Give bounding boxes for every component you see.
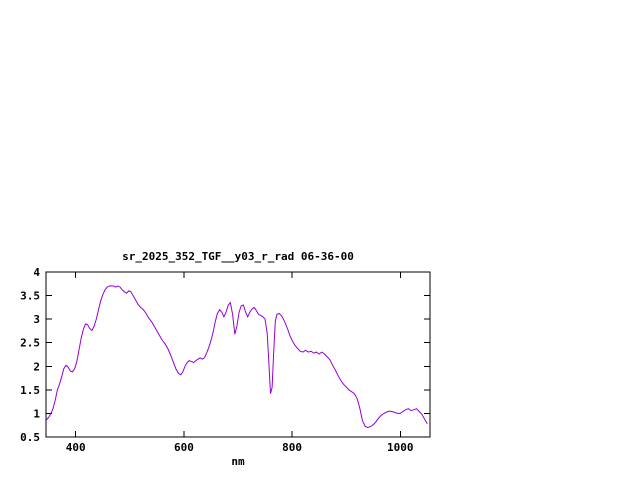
- y-tick-label: 1.5: [20, 384, 40, 397]
- y-tick-label: 0.5: [20, 431, 40, 444]
- x-tick-label: 1000: [387, 441, 414, 454]
- chart-title: sr_2025_352_TGF__y03_r_rad 06-36-00: [122, 250, 354, 263]
- y-tick-label: 3.5: [20, 290, 40, 303]
- y-tick-label: 2: [33, 360, 40, 373]
- y-tick-label: 3: [33, 313, 40, 326]
- y-tick-label: 2.5: [20, 337, 40, 350]
- plot-border: [45, 271, 431, 438]
- x-tick-label: 600: [174, 441, 194, 454]
- spectrum-line: [45, 285, 428, 429]
- x-axis-label: nm: [231, 455, 245, 468]
- x-tick-label: 400: [66, 441, 86, 454]
- y-tick-label: 1: [33, 407, 40, 420]
- x-tick-label: 800: [282, 441, 302, 454]
- y-tick-label: 4: [33, 266, 40, 279]
